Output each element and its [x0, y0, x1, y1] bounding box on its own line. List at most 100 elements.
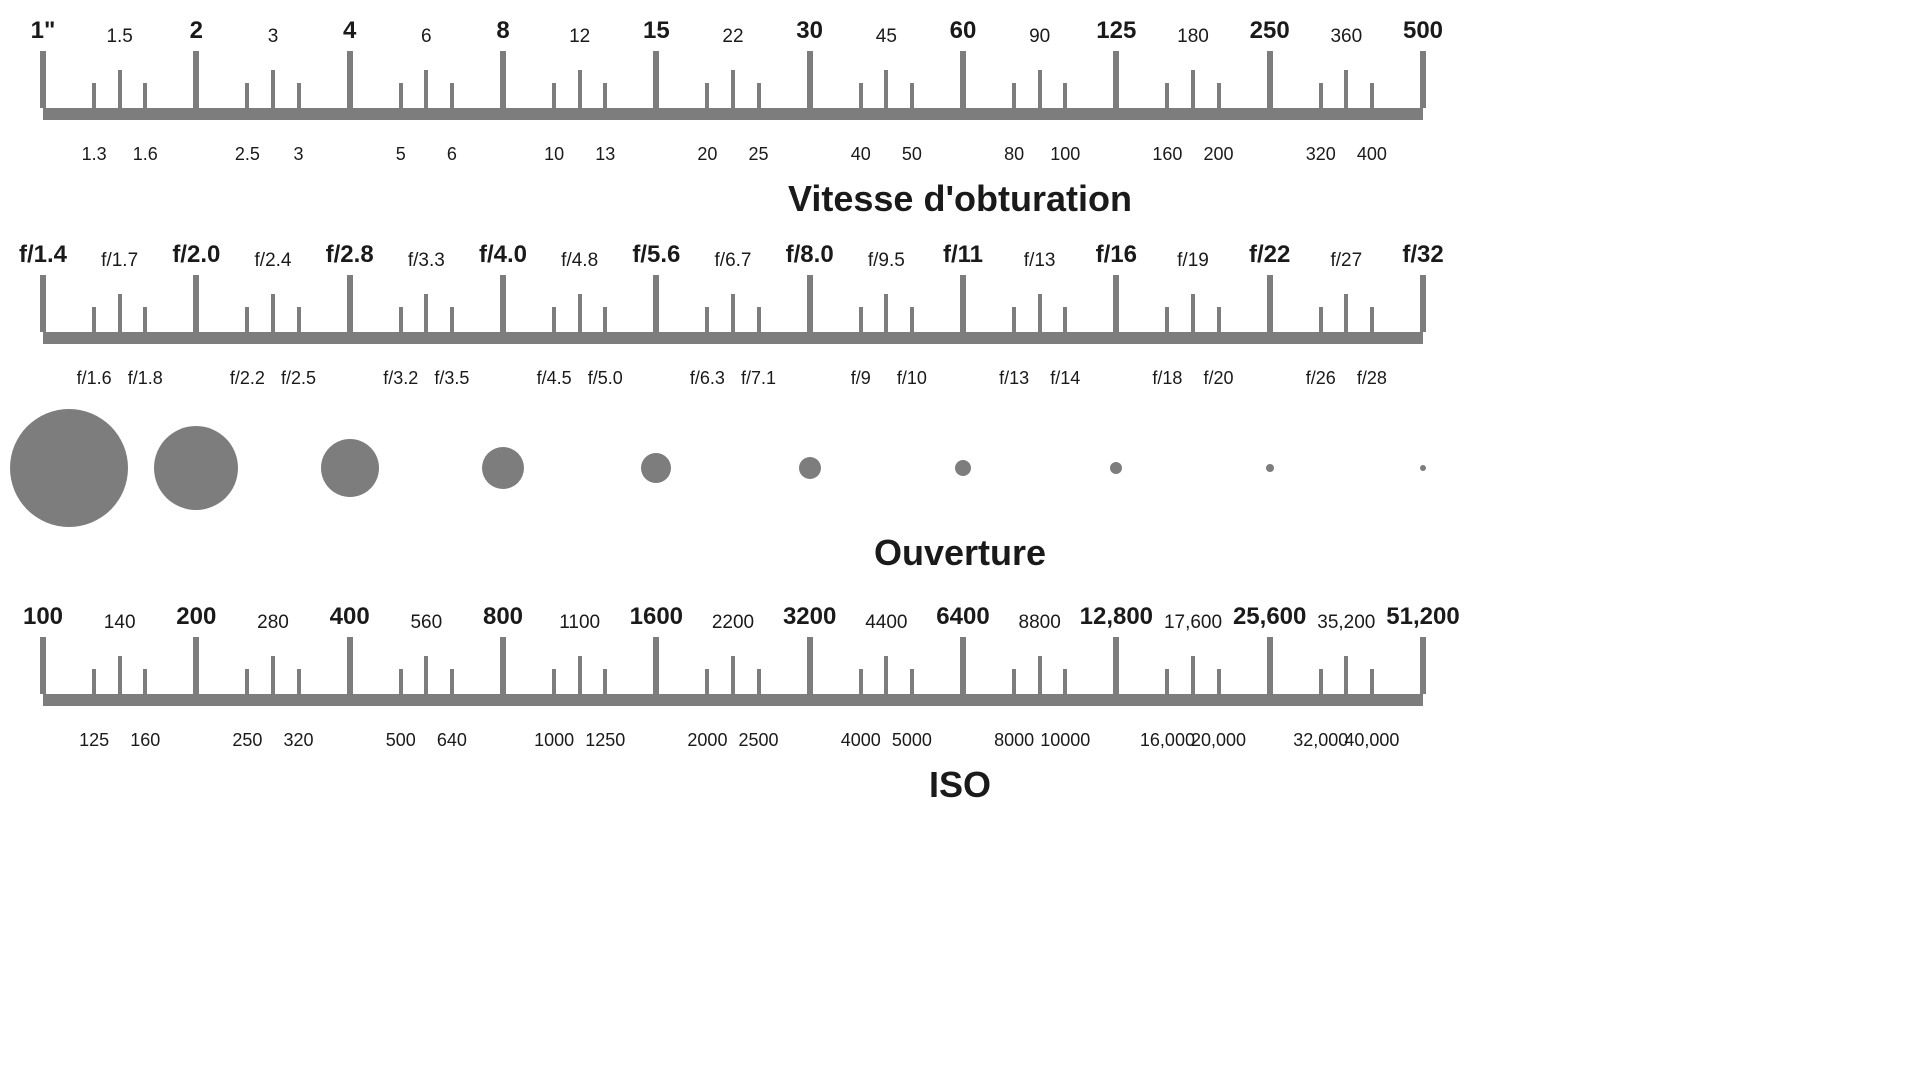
aperture-bar	[43, 332, 1423, 344]
iso-tick-major	[960, 637, 966, 694]
shutter-label-medium: 22	[722, 26, 743, 48]
iso-tick-minor	[603, 669, 607, 694]
shutter-tick-minor	[552, 83, 556, 108]
aperture-label-minor: f/5.0	[588, 368, 623, 389]
shutter-tick-minor	[399, 83, 403, 108]
aperture-label-medium: f/27	[1330, 250, 1362, 272]
shutter-label-major: 15	[643, 17, 670, 45]
iso-label-minor: 32,000	[1293, 730, 1348, 751]
shutter-tick-medium	[578, 70, 582, 108]
aperture-scale: f/1.4f/1.7f/1.6f/1.8f/2.0f/2.4f/2.2f/2.5…	[43, 252, 1423, 452]
iso-label-minor: 640	[437, 730, 467, 751]
iso-label-major: 25,600	[1233, 603, 1306, 631]
iso-tick-minor	[245, 669, 249, 694]
aperture-label-medium: f/19	[1177, 250, 1209, 272]
iso-label-minor: 10000	[1040, 730, 1090, 751]
shutter-label-medium: 180	[1177, 26, 1209, 48]
iso-label-minor: 40,000	[1344, 730, 1399, 751]
iso-bar	[43, 694, 1423, 706]
aperture-tick-minor	[143, 307, 147, 332]
shutter-label-major: 8	[496, 17, 509, 45]
aperture-label-minor: f/4.5	[537, 368, 572, 389]
aperture-tick-medium	[1038, 294, 1042, 332]
aperture-label-minor: f/7.1	[741, 368, 776, 389]
aperture-tick-minor	[245, 307, 249, 332]
shutter-label-medium: 3	[268, 26, 279, 48]
shutter-label-major: 4	[343, 17, 356, 45]
shutter-tick-major	[1267, 51, 1273, 108]
iso-tick-medium	[1344, 656, 1348, 694]
iso-label-medium: 280	[257, 612, 289, 634]
aperture-tick-minor	[910, 307, 914, 332]
shutter-label-minor: 2.5	[235, 144, 260, 165]
iso-tick-medium	[271, 656, 275, 694]
iso-tick-major	[347, 637, 353, 694]
shutter-tick-minor	[1165, 83, 1169, 108]
iso-tick-minor	[297, 669, 301, 694]
aperture-circle	[641, 453, 671, 483]
aperture-tick-minor	[859, 307, 863, 332]
shutter-label-minor: 200	[1204, 144, 1234, 165]
shutter-label-major: 60	[950, 17, 977, 45]
iso-tick-minor	[910, 669, 914, 694]
iso-tick-medium	[118, 656, 122, 694]
shutter-tick-medium	[1191, 70, 1195, 108]
iso-tick-minor	[1063, 669, 1067, 694]
aperture-tick-medium	[271, 294, 275, 332]
shutter-label-minor: 320	[1306, 144, 1336, 165]
iso-label-medium: 140	[104, 612, 136, 634]
iso-tick-major	[1267, 637, 1273, 694]
iso-title: ISO	[0, 764, 1920, 806]
shutter-label-medium: 90	[1029, 26, 1050, 48]
shutter-title: Vitesse d'obturation	[0, 178, 1920, 220]
iso-tick-major	[807, 637, 813, 694]
shutter-tick-minor	[1217, 83, 1221, 108]
iso-label-minor: 250	[232, 730, 262, 751]
iso-label-major: 3200	[783, 603, 836, 631]
aperture-label-medium: f/4.8	[561, 250, 598, 272]
shutter-tick-major	[347, 51, 353, 108]
aperture-label-medium: f/2.4	[255, 250, 292, 272]
shutter-label-minor: 20	[697, 144, 717, 165]
aperture-tick-minor	[92, 307, 96, 332]
iso-label-medium: 2200	[712, 612, 754, 634]
aperture-circle	[799, 457, 821, 479]
shutter-tick-medium	[731, 70, 735, 108]
aperture-label-minor: f/26	[1306, 368, 1336, 389]
aperture-label-major: f/2.8	[326, 241, 374, 269]
aperture-tick-major	[347, 275, 353, 332]
shutter-tick-minor	[705, 83, 709, 108]
aperture-tick-medium	[118, 294, 122, 332]
aperture-label-minor: f/13	[999, 368, 1029, 389]
iso-tick-minor	[1012, 669, 1016, 694]
aperture-label-minor: f/10	[897, 368, 927, 389]
aperture-label-minor: f/1.6	[77, 368, 112, 389]
aperture-tick-major	[807, 275, 813, 332]
aperture-label-medium: f/9.5	[868, 250, 905, 272]
shutter-label-minor: 6	[447, 144, 457, 165]
iso-label-minor: 4000	[841, 730, 881, 751]
aperture-label-major: f/2.0	[172, 241, 220, 269]
aperture-label-medium: f/1.7	[101, 250, 138, 272]
aperture-tick-minor	[297, 307, 301, 332]
aperture-label-minor: f/2.5	[281, 368, 316, 389]
shutter-tick-minor	[297, 83, 301, 108]
shutter-tick-medium	[884, 70, 888, 108]
iso-label-major: 1600	[630, 603, 683, 631]
aperture-label-minor: f/20	[1204, 368, 1234, 389]
aperture-label-minor: f/14	[1050, 368, 1080, 389]
iso-tick-major	[1113, 637, 1119, 694]
shutter-label-minor: 80	[1004, 144, 1024, 165]
aperture-label-minor: f/18	[1152, 368, 1182, 389]
shutter-tick-minor	[245, 83, 249, 108]
iso-label-medium: 4400	[865, 612, 907, 634]
shutter-tick-major	[1113, 51, 1119, 108]
shutter-label-medium: 6	[421, 26, 432, 48]
aperture-circle	[10, 409, 128, 527]
iso-tick-medium	[424, 656, 428, 694]
iso-label-minor: 1250	[585, 730, 625, 751]
shutter-label-minor: 1.6	[133, 144, 158, 165]
iso-label-major: 100	[23, 603, 63, 631]
aperture-tick-minor	[1370, 307, 1374, 332]
shutter-label-major: 250	[1250, 17, 1290, 45]
